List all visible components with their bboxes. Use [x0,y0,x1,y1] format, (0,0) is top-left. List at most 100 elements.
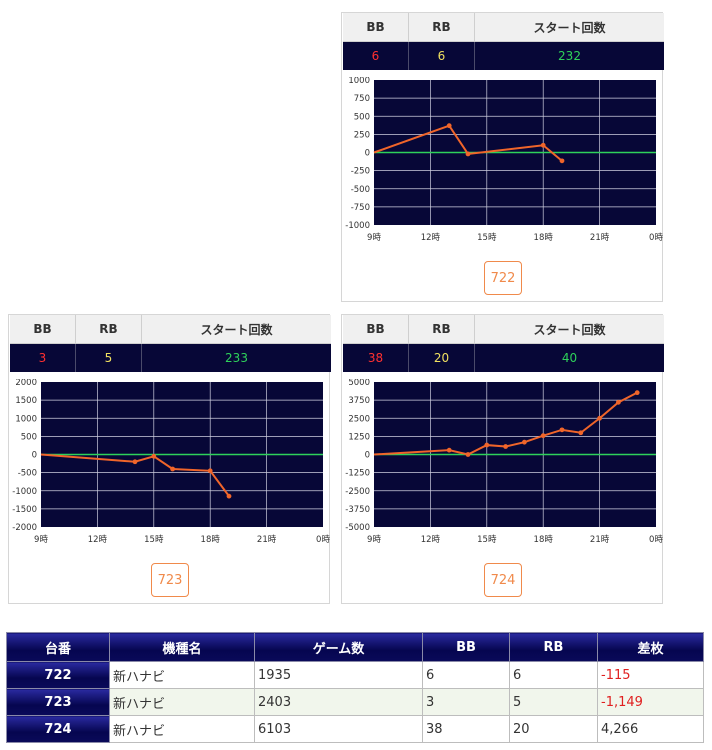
machine-number-button[interactable]: 724 [484,563,522,597]
y-tick-label: -5000 [345,523,370,533]
col-model-name: 機種名 [109,632,255,662]
x-tick-label: 12時 [421,233,441,243]
rb-cell: 5 [509,688,598,716]
bb-cell: 3 [422,688,510,716]
start-count-value: 233 [225,351,248,365]
x-tick-label: 0時 [649,233,663,243]
diff-cell: 4,266 [597,715,704,743]
y-tick-label: -500 [351,185,370,195]
slump-graph: 2000 1500 1000 500 0 -500 -1000 -1500 -2000 9時 12時… [12,379,330,545]
bb-value: 6 [343,42,409,70]
rb-value: 5 [76,344,142,372]
x-tick-label: 21時 [590,535,610,545]
slump-graph: 1000 750 500 250 0 -250 -500 -750 -1000 9時 12時 15時 1… [345,77,663,243]
col-diff: 差枚 [597,632,704,662]
stats-panel: BB RB スタート回数 6 6 232 [343,13,664,70]
x-tick-label: 0時 [649,535,663,545]
bb-header: BB [343,315,409,343]
y-tick-label: 1250 [348,432,370,442]
x-tick-label: 0時 [316,535,330,545]
machine-number-cell[interactable]: 724 [6,715,110,743]
y-tick-label: 2000 [15,379,37,388]
series-line [40,453,230,497]
start-count-value: 232 [558,49,581,63]
y-tick-label: 1500 [15,396,37,406]
rb-cell: 6 [509,661,598,689]
col-machine-number: 台番 [6,632,110,662]
y-tick-label: -250 [351,167,370,177]
rb-value: 20 [409,344,475,372]
bb-header: BB [343,13,409,41]
x-tick-label: 12時 [88,535,108,545]
start-count-header: スタート回数 [533,322,606,337]
y-tick-label: 0 [32,451,37,461]
x-tick-label: 9時 [34,535,48,545]
bb-cell: 38 [422,715,510,743]
table-row[interactable]: 722 新ハナビ 1935 6 6 -115 [6,661,704,689]
y-tick-label: 750 [354,94,370,104]
machine-card-724: BB RB スタート回数 38 20 40 5000 3750 2500 1250 0 -… [341,314,664,604]
x-tick-label: 21時 [257,535,277,545]
bb-header: BB [10,315,76,343]
machine-number-button[interactable]: 723 [151,563,189,597]
x-tick-label: 15時 [477,233,497,243]
data-point [597,415,602,421]
data-point [446,123,452,129]
col-bb: BB [422,632,510,662]
x-tick-label: 18時 [534,233,554,243]
table-row[interactable]: 724 新ハナビ 6103 38 20 4,266 [6,715,704,743]
start-count-header: スタート回数 [200,322,273,337]
y-tick-label: -1250 [345,469,370,479]
y-tick-label: -750 [351,203,370,213]
stats-panel: BB RB スタート回数 3 5 233 [10,315,331,372]
table-row[interactable]: 723 新ハナビ 2403 3 5 -1,149 [6,688,704,716]
machine-number-cell[interactable]: 723 [6,688,110,716]
data-point [540,142,546,148]
game-count-cell: 1935 [254,661,423,689]
y-tick-label: -1000 [345,221,370,231]
y-tick-label: 1000 [348,77,370,86]
data-point [540,433,546,439]
data-point [522,439,527,445]
data-point [170,466,176,472]
game-count-cell: 2403 [254,688,423,716]
data-point [465,151,471,157]
x-tick-label: 9時 [367,535,381,545]
data-point [634,390,640,396]
start-count-header: スタート回数 [533,20,606,35]
x-tick-label: 18時 [201,535,221,545]
model-name-cell: 新ハナビ [109,661,255,689]
model-name-cell: 新ハナビ [109,715,255,743]
stats-panel: BB RB スタート回数 38 20 40 [343,315,664,372]
machine-card-722: BB RB スタート回数 6 6 232 1000 750 500 250 0 -250 -… [341,12,664,302]
x-tick-label: 12時 [421,535,441,545]
x-tick-label: 15時 [477,535,497,545]
y-tick-label: 1000 [15,414,37,424]
y-tick-label: 5000 [348,379,370,388]
y-tick-label: -2500 [345,487,370,497]
data-point [484,442,490,448]
rb-cell: 20 [509,715,598,743]
series-line [373,391,638,456]
rb-header: RB [409,315,475,343]
y-tick-label: -1000 [12,487,37,497]
machine-number-cell[interactable]: 722 [6,661,110,689]
data-point [151,453,157,459]
x-tick-label: 21時 [590,233,610,243]
col-game-count: ゲーム数 [254,632,423,662]
model-name-cell: 新ハナビ [109,688,255,716]
summary-table: 台番 機種名 ゲーム数 BB RB 差枚 722 新ハナビ 1935 6 6 -… [6,632,704,743]
y-tick-label: 0 [365,451,370,461]
machine-number-button[interactable]: 722 [484,261,522,295]
diff-cell: -115 [597,661,704,689]
y-tick-label: 2500 [348,414,370,424]
data-point [503,444,508,449]
bb-value: 38 [343,344,409,372]
rb-header: RB [76,315,142,343]
y-tick-label: 0 [365,149,370,159]
y-tick-label: -2000 [12,523,37,533]
y-tick-label: 500 [21,432,37,442]
rb-value: 6 [409,42,475,70]
x-tick-label: 15時 [144,535,164,545]
data-point [465,452,471,457]
